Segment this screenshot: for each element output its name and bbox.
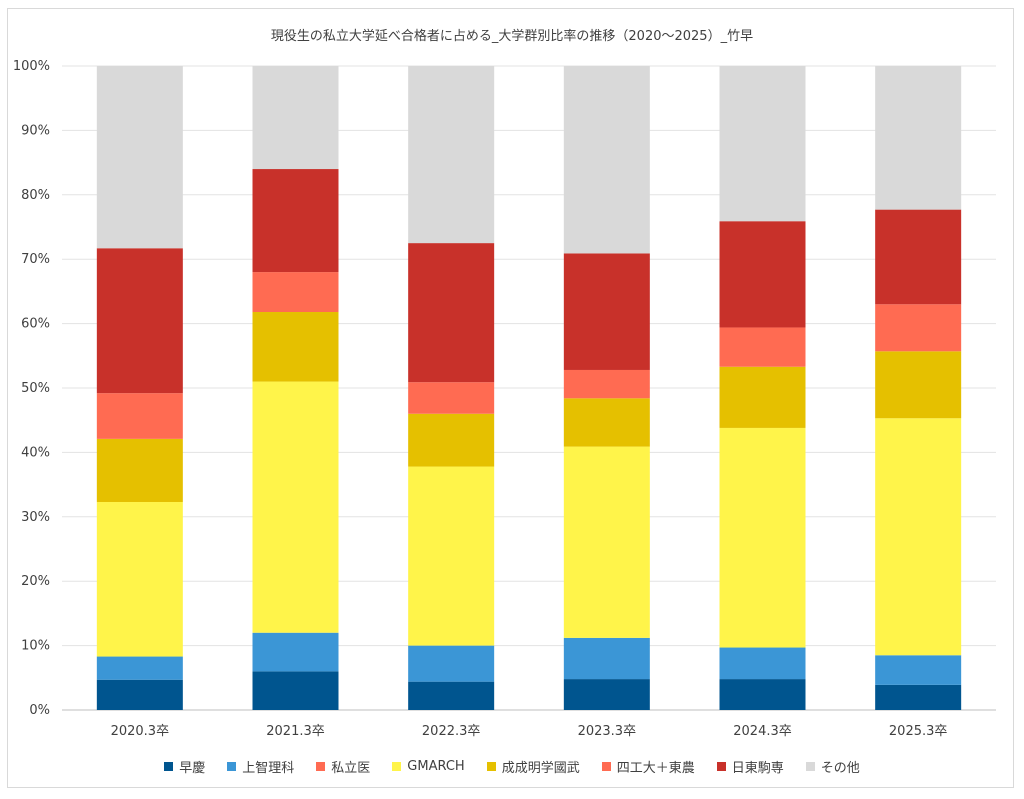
legend-label: 上智理科 [242,761,295,776]
legend-swatch [392,762,402,771]
legend-item: 成成明学國武 [486,757,580,776]
x-tick-label: 2024.3卒 [733,724,792,739]
legend-swatch [164,762,174,771]
legend-swatch [486,762,496,771]
legend-item: その他 [805,757,860,776]
legend-swatch [805,762,815,771]
x-axis-labels: 2020.3卒 2021.3卒 2022.3卒 2023.3卒 2024.3卒 2025.… [111,724,948,739]
bar-segment [408,243,495,383]
bar-segment [96,679,183,710]
x-tick-label: 2021.3卒 [266,724,325,739]
legend: 早慶 上智理科 私立医 GMARCH 成成明学國武 四工大＋東農 日東駒専 その他 [0,757,1024,776]
gridlines [62,65,996,711]
x-tick-label: 2023.3卒 [578,724,637,739]
y-tick-label: 100% [13,59,50,74]
y-tick-label: 10% [21,639,50,654]
y-tick-label: 60% [21,317,50,332]
bar-segment [408,66,495,244]
bar-segment [719,221,806,328]
chart-title: 現役生の私立大学延べ合格者に占める_大学群別比率の推移（2020～2025）_竹… [271,28,753,44]
bar-segment [96,438,183,502]
y-tick-label: 40% [21,445,50,460]
legend-item: 上智理科 [227,757,294,776]
bar-segment [563,637,650,680]
bar-segment [96,393,183,439]
bar-segment [408,681,495,710]
x-tick-label: 2022.3卒 [422,724,481,739]
bar-segment [563,66,650,254]
bar-segment [719,427,806,648]
bar-segment [563,446,650,638]
bar-segment [563,369,650,399]
legend-label: 早慶 [179,761,206,776]
y-tick-label: 70% [21,252,50,267]
bar-segment [252,312,339,382]
legend-item: 四工大＋東農 [601,757,695,776]
legend-swatch [316,762,326,771]
bar-segment [719,647,806,680]
legend-item: GMARCH [392,757,465,776]
legend-item: 日東駒専 [716,757,784,776]
bar-segment [408,466,495,646]
bar-segment [875,66,962,210]
legend-swatch [227,762,237,771]
legend-label: 成成明学國武 [501,761,580,776]
bar-segment [252,671,339,710]
bar-segment [875,418,962,656]
bar-segment [96,501,183,657]
legend-label: GMARCH [407,759,465,774]
legend-label: 私立医 [331,761,371,776]
y-axis-labels: 0% 10% 20% 30% 40% 50% 60% 70% 80% 90% 100% [13,59,50,718]
bar-segment [252,272,339,313]
bar-segment [875,684,962,710]
legend-item: 早慶 [164,757,205,776]
x-tick-label: 2020.3卒 [111,724,170,739]
y-tick-label: 30% [21,510,50,525]
y-tick-label: 0% [29,703,50,718]
bar-segment [252,66,339,170]
legend-label: 日東駒専 [731,761,784,776]
bar-segment [875,209,962,305]
legend-swatch [601,762,611,771]
bar-segment [408,645,495,682]
bar-segment [719,366,806,428]
bar-segment [252,169,339,273]
bar-segment [875,351,962,419]
bar-segment [96,248,183,394]
bar-segment [96,66,183,249]
bar-segment [719,327,806,367]
bar-segment [252,632,339,672]
legend-label: 四工大＋東農 [616,761,695,776]
bar-segment [563,253,650,370]
bar-segment [875,655,962,685]
legend-item: 私立医 [316,757,370,776]
y-tick-label: 50% [21,381,50,396]
y-tick-label: 80% [21,188,50,203]
bar-segment [719,679,806,710]
bar-segment [408,413,495,467]
bar-segment [563,679,650,710]
bar-segment [563,398,650,447]
y-tick-label: 90% [21,123,50,138]
bar-segment [96,656,183,680]
bars [96,66,962,710]
bar-segment [252,381,339,633]
y-tick-label: 20% [21,574,50,589]
legend-label: その他 [820,761,860,776]
bar-segment [408,382,495,414]
legend-swatch [716,762,726,771]
bar-segment [875,304,962,352]
x-tick-label: 2025.3卒 [889,724,948,739]
bar-segment [719,66,806,222]
